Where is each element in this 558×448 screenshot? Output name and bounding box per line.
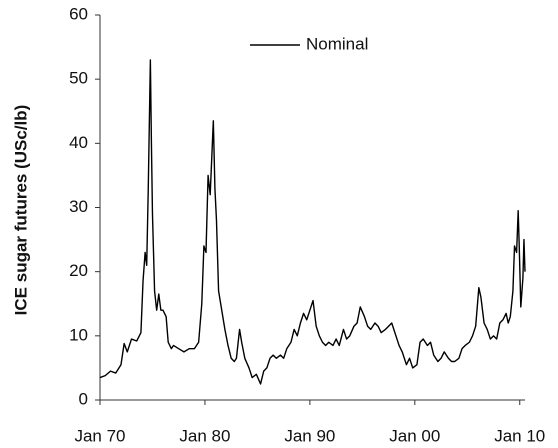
y-axis-label: ICE sugar futures (USc/lb) bbox=[11, 105, 30, 316]
x-tick-label: Jan 90 bbox=[284, 426, 335, 445]
x-tick-label: Jan 10 bbox=[494, 426, 545, 445]
y-tick-label: 40 bbox=[69, 133, 88, 152]
x-tick-label: Jan 70 bbox=[74, 426, 125, 445]
y-tick-label: 30 bbox=[69, 197, 88, 216]
y-tick-label: 10 bbox=[69, 325, 88, 344]
x-tick-label: Jan 00 bbox=[389, 426, 440, 445]
legend-label: Nominal bbox=[306, 34, 368, 53]
y-tick-label: 50 bbox=[69, 69, 88, 88]
y-tick-label: 20 bbox=[69, 261, 88, 280]
y-tick-label: 60 bbox=[69, 4, 88, 23]
line-series bbox=[99, 59, 526, 385]
x-tick-label: Jan 80 bbox=[179, 426, 230, 445]
y-tick-label: 0 bbox=[79, 389, 88, 408]
